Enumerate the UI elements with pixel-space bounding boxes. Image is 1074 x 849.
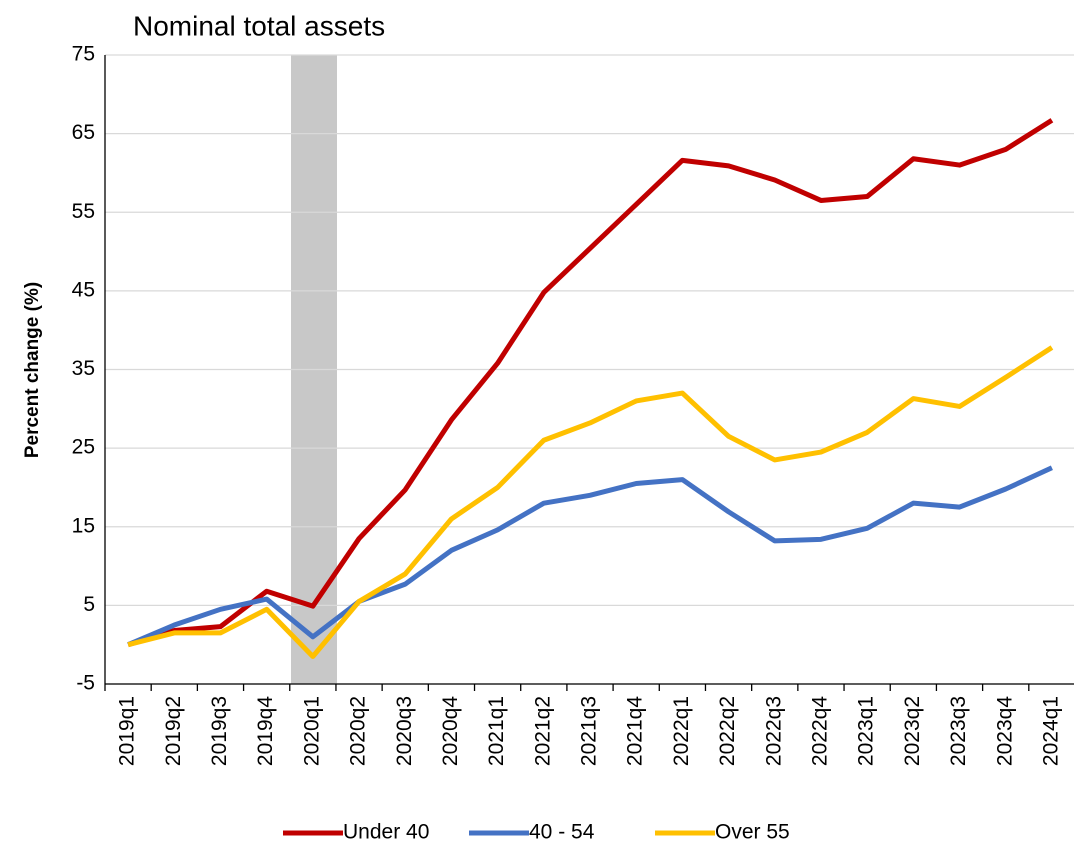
y-tick-label: 15 [72,514,95,537]
x-tick-label: 2022q3 [762,696,785,766]
y-tick-label: 45 [72,278,95,301]
y-tick-label: 25 [72,436,95,459]
line-series [127,345,1054,659]
y-tick-label: 55 [72,200,95,223]
x-tick-label: 2019q3 [208,696,231,766]
x-tick-label: 2023q1 [855,696,878,766]
x-tick-label: 2023q2 [901,696,924,766]
x-tick-label: 2020q3 [393,696,416,766]
line-series [127,465,1053,647]
x-tick-label: 2023q3 [947,696,970,766]
x-tick-label: 2022q2 [716,696,739,766]
y-tick-label: -5 [76,672,95,695]
y-axis-label: Percent change (%) [22,282,43,458]
x-tick-label: 2020q2 [347,696,370,766]
x-tick-label: 2024q1 [1039,696,1062,766]
x-tick-label: 2020q4 [439,696,462,766]
legend-label: Under 40 [343,821,429,844]
chart-title: Nominal total assets [133,10,385,41]
line-series [127,118,1054,648]
x-tick-label: 2021q3 [578,696,601,766]
x-tick-label: 2023q4 [993,696,1016,766]
y-tick-label: 65 [72,121,95,144]
x-tick-label: 2020q1 [300,696,323,766]
x-tick-label: 2022q4 [808,696,831,766]
legend-label: 40 - 54 [529,821,595,844]
legend-label: Over 55 [715,821,790,844]
x-tick-label: 2019q1 [116,696,139,766]
x-tick-label: 2019q4 [254,696,277,766]
x-tick-label: 2021q4 [624,696,647,766]
x-tick-label: 2019q2 [162,696,185,766]
y-tick-label: 75 [72,43,95,66]
x-tick-label: 2021q1 [485,696,508,766]
y-tick-label: 35 [72,357,95,380]
x-tick-label: 2021q2 [531,696,554,766]
y-tick-label: 5 [83,593,95,616]
x-tick-label: 2022q1 [670,696,693,766]
